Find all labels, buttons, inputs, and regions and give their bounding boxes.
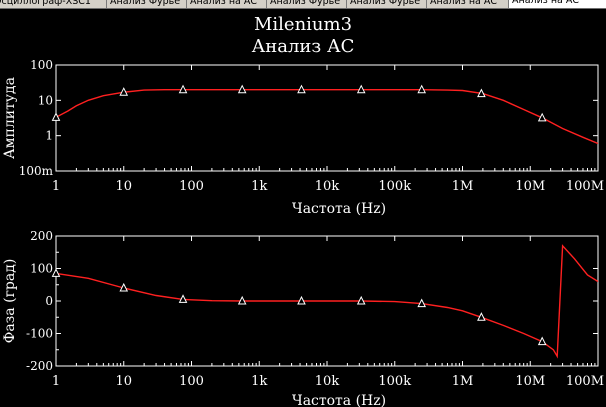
amplitude-data-marker — [356, 84, 366, 94]
phase-y-tick-label: 200 — [30, 229, 53, 243]
tab-6[interactable]: Анализ на АС — [508, 0, 606, 8]
phase-y-tick-label: -200 — [26, 359, 53, 373]
amplitude-x-tick-label: 100M — [566, 179, 604, 194]
phase-data-marker — [297, 295, 306, 305]
amplitude-data-marker — [119, 87, 129, 96]
tab-2[interactable]: Анализ на АС — [186, 0, 266, 8]
amplitude-x-tick-label: 100 — [179, 179, 204, 194]
amplitude-x-tick-label: 1k — [251, 179, 267, 194]
phase-x-tick-label: 1M — [452, 374, 474, 389]
phase-x-tick-label: 10M — [515, 374, 545, 389]
phase-x-tick-label: 1k — [251, 374, 267, 389]
phase-y-tick-label: 0 — [45, 294, 53, 308]
phase-y-tick-label: 100 — [30, 262, 53, 276]
tab-bar: Осциллограф-XSC1 Анализ Фурье Анализ на АС… — [0, 0, 606, 9]
tab-3[interactable]: Анализ Фурье — [266, 0, 346, 8]
phase-x-tick-label: 10k — [315, 374, 340, 389]
amplitude-x-tick-label: 10k — [315, 179, 340, 194]
phase-data-marker — [178, 294, 188, 303]
amplitude-y-tick-label: 10 — [38, 93, 53, 107]
amplitude-axes-frame — [55, 64, 599, 172]
amplitude-data-marker — [51, 112, 61, 121]
amplitude-x-tick-label: 100k — [378, 179, 411, 194]
phase-x-tick-label: 100k — [378, 374, 411, 389]
amplitude-y-tick-label: 100m — [19, 164, 54, 178]
phase-x-tick-label: 100M — [566, 374, 604, 389]
amplitude-data-marker — [477, 88, 486, 98]
phase-data-marker — [417, 298, 427, 308]
amplitude-data-marker — [178, 84, 188, 94]
phase-y-axis-label: Фаза (град) — [2, 259, 18, 344]
amplitude-y-axis-label: Амплитуда — [2, 77, 18, 159]
chart-subtitle: Анализ АС — [252, 36, 355, 57]
tab-1[interactable]: Анализ Фурье — [106, 0, 186, 8]
amplitude-data-marker — [297, 84, 306, 94]
amplitude-y-tick-label: 1 — [45, 129, 53, 143]
tab-0[interactable]: Осциллограф-XSC1 — [0, 0, 106, 8]
amplitude-data-marker — [537, 112, 547, 122]
phase-data-marker — [51, 268, 61, 277]
amplitude-x-tick-label: 1 — [52, 179, 60, 194]
amplitude-x-tick-label: 10 — [115, 179, 132, 194]
phase-data-marker — [356, 295, 366, 305]
amplitude-x-axis-label: Частота (Hz) — [292, 201, 386, 217]
phase-x-tick-label: 10 — [115, 374, 132, 389]
phase-data-marker — [537, 336, 547, 346]
phase-x-axis-label: Частота (Hz) — [292, 393, 386, 407]
phase-x-tick-label: 1 — [52, 374, 60, 389]
amplitude-series-line — [56, 88, 599, 145]
amplitude-x-tick-label: 10M — [515, 179, 545, 194]
phase-data-marker — [477, 312, 486, 321]
tab-4[interactable]: Анализ Фурье — [346, 0, 426, 8]
amplitude-y-tick-label: 100 — [30, 58, 53, 72]
amplitude-x-tick-label: 1M — [452, 179, 474, 194]
phase-series-line — [56, 244, 599, 359]
amplitude-data-marker — [237, 84, 247, 94]
chart-title: Milenium3 — [254, 14, 352, 35]
phase-data-marker — [237, 295, 247, 305]
phase-x-tick-label: 100 — [179, 374, 204, 389]
phase-y-tick-label: -100 — [26, 327, 53, 341]
amplitude-data-marker — [417, 84, 427, 94]
tab-5[interactable]: Анализ на АС — [426, 0, 508, 8]
phase-data-marker — [119, 282, 129, 292]
